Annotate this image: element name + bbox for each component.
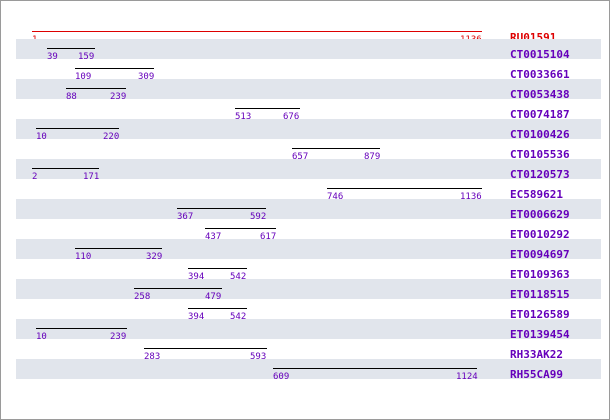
- start-position-label: 394: [188, 272, 205, 282]
- start-position-label: 88: [66, 92, 77, 102]
- alignment-segment: [273, 368, 477, 369]
- sequence-name[interactable]: ET0139454: [510, 328, 570, 341]
- end-position-label: 171: [83, 172, 100, 182]
- alignment-segment: [36, 128, 119, 129]
- alignment-segment: [134, 288, 222, 289]
- row-band: [16, 39, 601, 59]
- end-position-label: 1136: [460, 192, 482, 202]
- alignment-segment: [292, 148, 380, 149]
- row-band: [16, 199, 601, 219]
- alignment-segment: [32, 168, 99, 169]
- sequence-name[interactable]: ET0118515: [510, 288, 570, 301]
- sequence-name[interactable]: ET0109363: [510, 268, 570, 281]
- end-position-label: 592: [250, 212, 267, 222]
- row-band: [16, 79, 601, 99]
- row-band: [16, 159, 601, 179]
- end-position-label: 593: [250, 352, 267, 362]
- end-position-label: 479: [205, 292, 222, 302]
- row-band: [16, 119, 601, 139]
- end-position-label: 542: [230, 312, 247, 322]
- start-position-label: 110: [75, 252, 92, 262]
- end-position-label: 542: [230, 272, 247, 282]
- start-position-label: 367: [177, 212, 194, 222]
- end-position-label: 617: [260, 232, 277, 242]
- end-position-label: 239: [110, 92, 127, 102]
- end-position-label: 1124: [456, 372, 478, 382]
- end-position-label: 220: [103, 132, 120, 142]
- sequence-name[interactable]: CT0015104: [510, 48, 570, 61]
- end-position-label: 239: [110, 332, 127, 342]
- end-position-label: 159: [78, 52, 95, 62]
- sequence-name[interactable]: CT0100426: [510, 128, 570, 141]
- sequence-name[interactable]: CT0033661: [510, 68, 570, 81]
- start-position-label: 2: [32, 172, 38, 182]
- end-position-label: 309: [138, 72, 155, 82]
- row-band: [16, 319, 601, 339]
- start-position-label: 657: [292, 152, 309, 162]
- sequence-name[interactable]: ET0094697: [510, 248, 570, 261]
- sequence-name[interactable]: EC589621: [510, 188, 563, 201]
- start-position-label: 746: [327, 192, 344, 202]
- start-position-label: 109: [75, 72, 92, 82]
- end-position-label: 676: [283, 112, 300, 122]
- sequence-name[interactable]: ET0006629: [510, 208, 570, 221]
- alignment-segment: [66, 88, 126, 89]
- row-band: [16, 279, 601, 299]
- alignment-segment: [75, 248, 162, 249]
- start-position-label: 10: [36, 332, 47, 342]
- alignment-segment: [327, 188, 482, 189]
- reference-segment: [32, 31, 482, 32]
- alignment-segment: [75, 68, 154, 69]
- alignment-segment: [235, 108, 300, 109]
- start-position-label: 609: [273, 372, 290, 382]
- end-position-label: 879: [364, 152, 381, 162]
- alignment-segment: [47, 48, 95, 49]
- alignment-segment: [205, 228, 276, 229]
- alignment-segment: [144, 348, 267, 349]
- sequence-name[interactable]: ET0126589: [510, 308, 570, 321]
- sequence-name[interactable]: CT0105536: [510, 148, 570, 161]
- alignment-segment: [188, 268, 247, 269]
- sequence-name[interactable]: CT0053438: [510, 88, 570, 101]
- end-position-label: 329: [146, 252, 163, 262]
- alignment-segment: [36, 328, 127, 329]
- start-position-label: 39: [47, 52, 58, 62]
- sequence-name[interactable]: ET0010292: [510, 228, 570, 241]
- sequence-name[interactable]: CT0074187: [510, 108, 570, 121]
- row-band: [16, 239, 601, 259]
- alignment-segment: [177, 208, 266, 209]
- sequence-name[interactable]: RH33AK22: [510, 348, 563, 361]
- sequence-name[interactable]: RH55CA99: [510, 368, 563, 381]
- row-band: [16, 359, 601, 379]
- start-position-label: 258: [134, 292, 151, 302]
- sequence-name[interactable]: CT0120573: [510, 168, 570, 181]
- start-position-label: 10: [36, 132, 47, 142]
- start-position-label: 283: [144, 352, 161, 362]
- start-position-label: 437: [205, 232, 222, 242]
- start-position-label: 394: [188, 312, 205, 322]
- alignment-segment: [188, 308, 247, 309]
- start-position-label: 513: [235, 112, 252, 122]
